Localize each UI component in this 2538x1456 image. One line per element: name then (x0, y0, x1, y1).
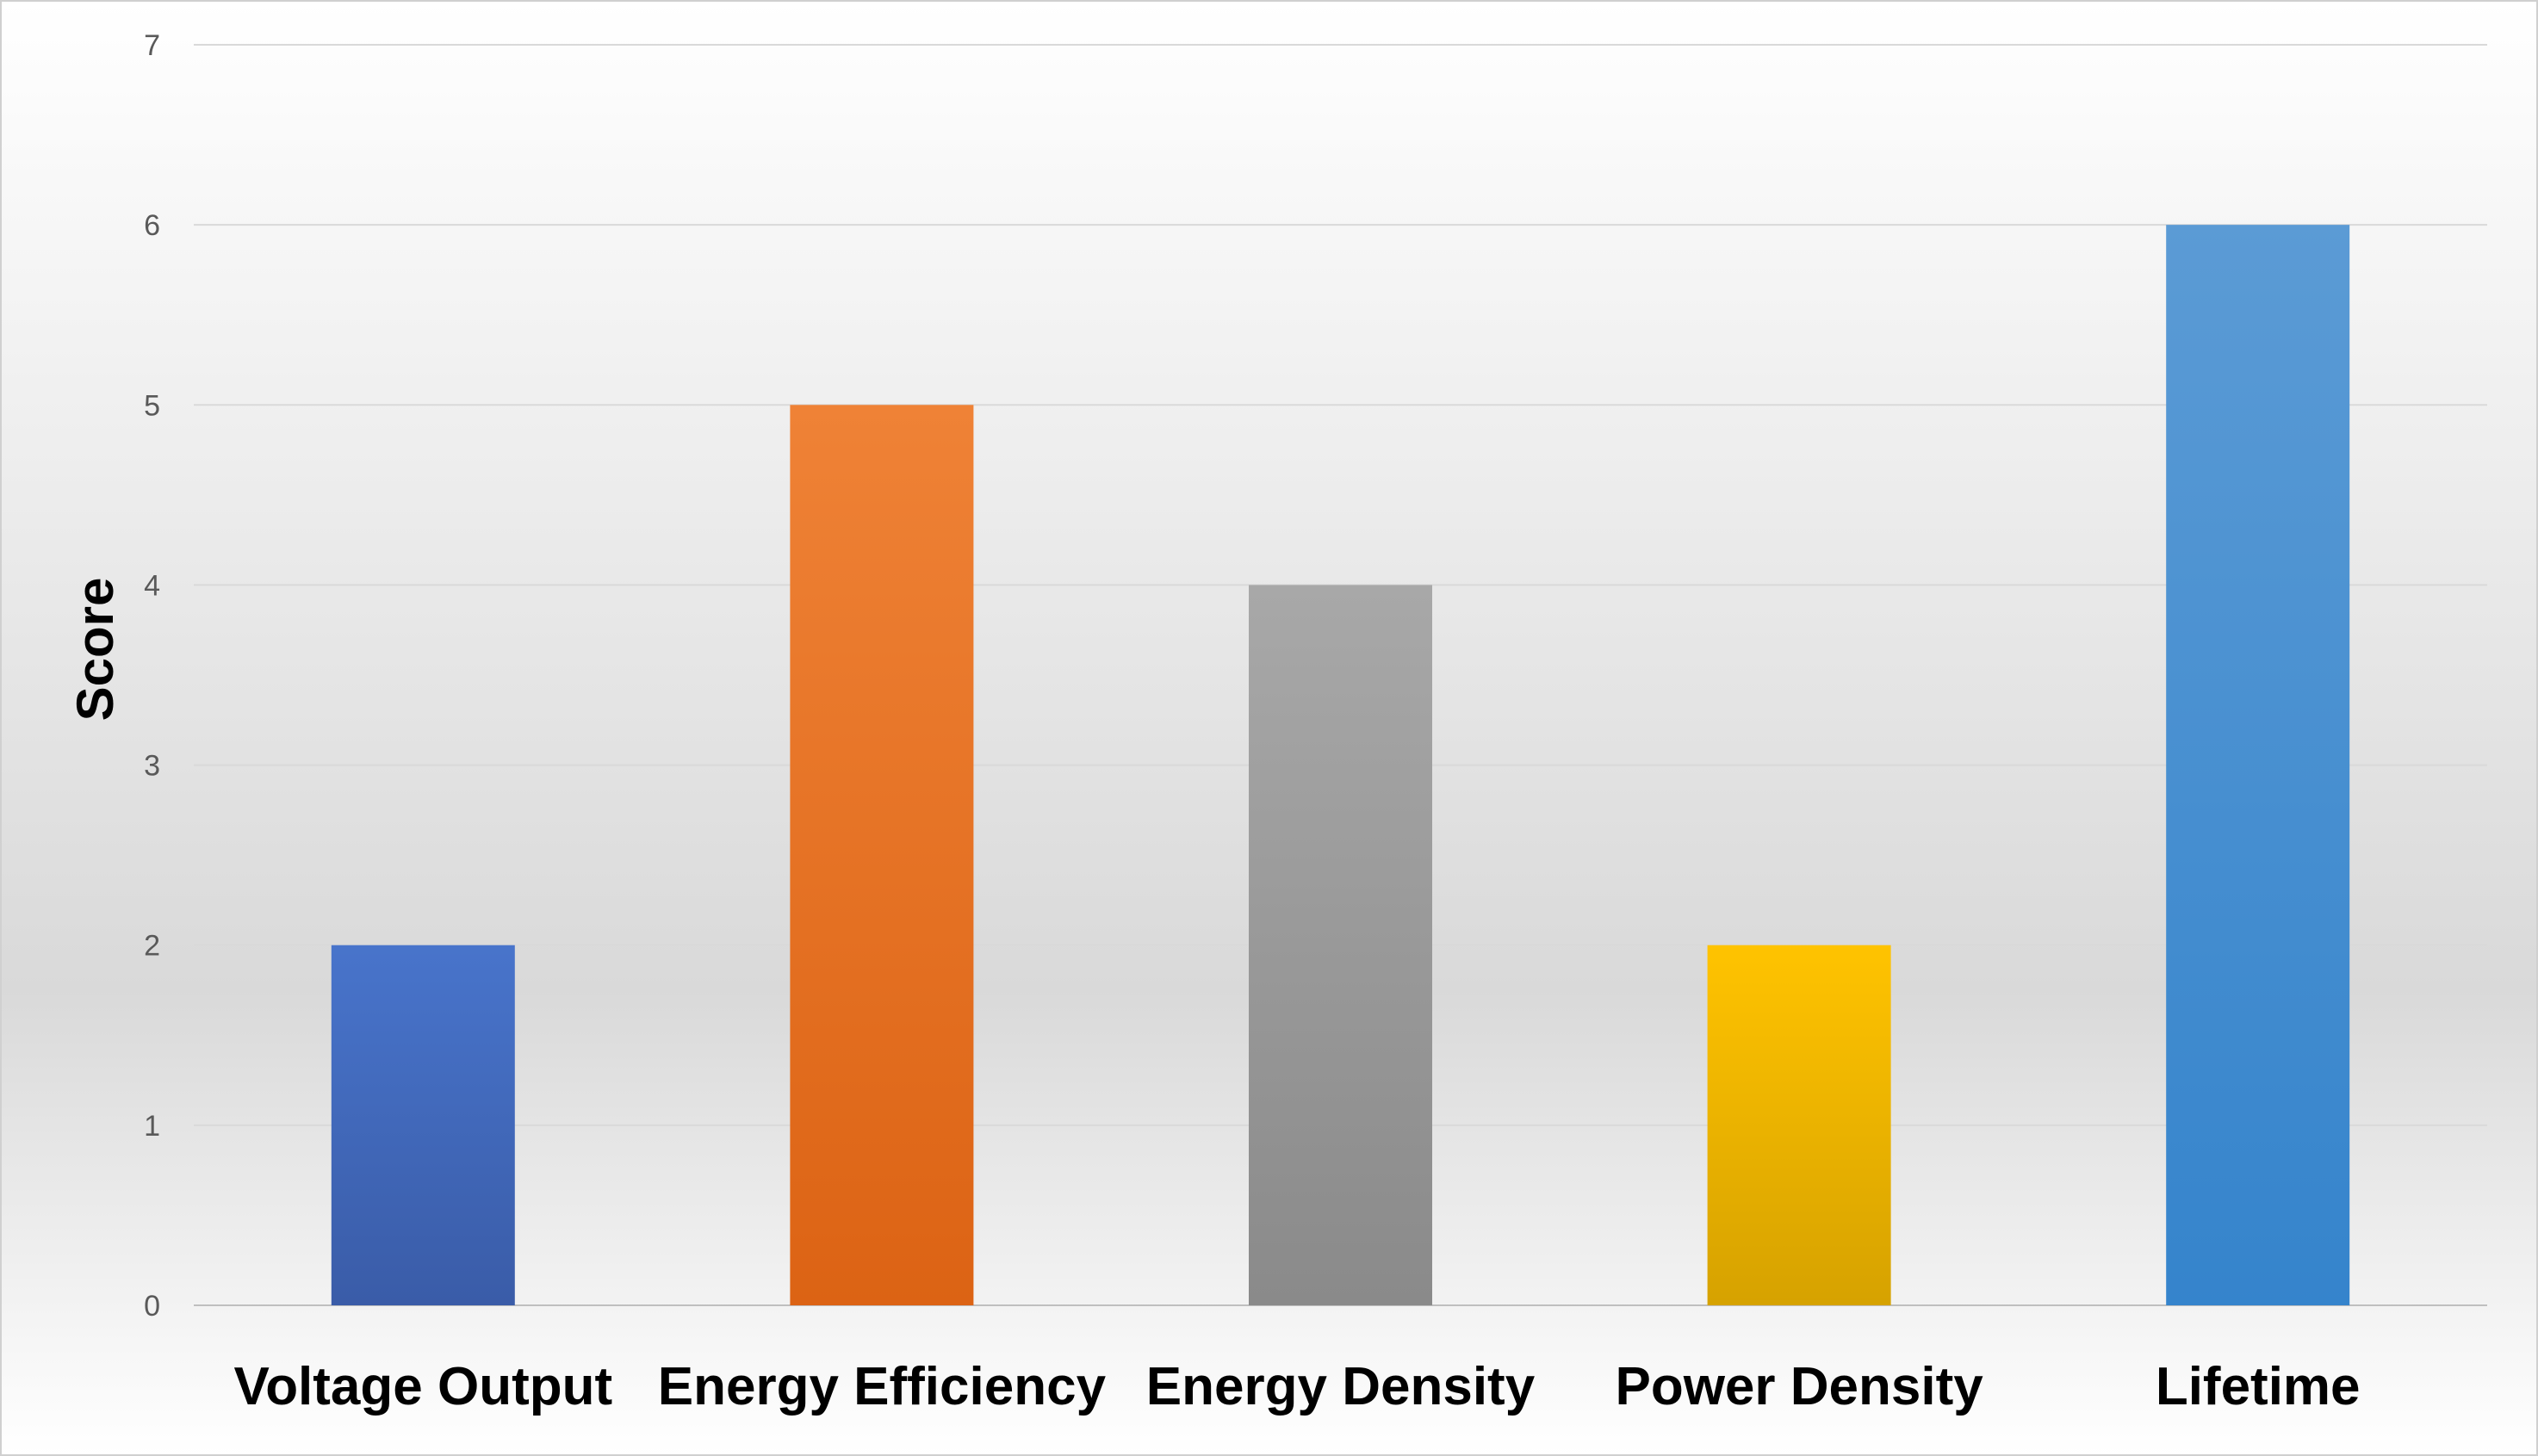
y-tick-label: 7 (144, 29, 160, 62)
y-tick-label: 4 (144, 569, 160, 602)
y-tick-label: 2 (144, 930, 160, 963)
y-tick-label: 6 (144, 209, 160, 242)
bar-voltage-output (331, 945, 515, 1305)
x-category-label: Lifetime (2156, 1357, 2361, 1416)
bars (331, 225, 2350, 1306)
bar-lifetime (2166, 225, 2350, 1306)
y-tick-label: 0 (144, 1290, 160, 1323)
x-axis-labels: Voltage Output Energy Efficiency Energy De… (233, 1357, 2360, 1416)
y-tick-label: 3 (144, 750, 160, 783)
y-axis-title: Score (66, 578, 124, 722)
bar-energy-density (1249, 585, 1432, 1305)
x-category-label: Voltage Output (233, 1357, 612, 1416)
x-category-label: Power Density (1615, 1357, 1983, 1416)
x-category-label: Energy Density (1146, 1357, 1536, 1416)
x-category-label: Energy Efficiency (658, 1357, 1107, 1416)
bar-energy-efficiency (790, 405, 974, 1306)
y-axis-ticks: 0 1 2 3 4 5 6 7 (144, 29, 160, 1323)
y-tick-label: 5 (144, 389, 160, 422)
y-tick-label: 1 (144, 1110, 160, 1143)
bar-power-density (1707, 945, 1891, 1305)
